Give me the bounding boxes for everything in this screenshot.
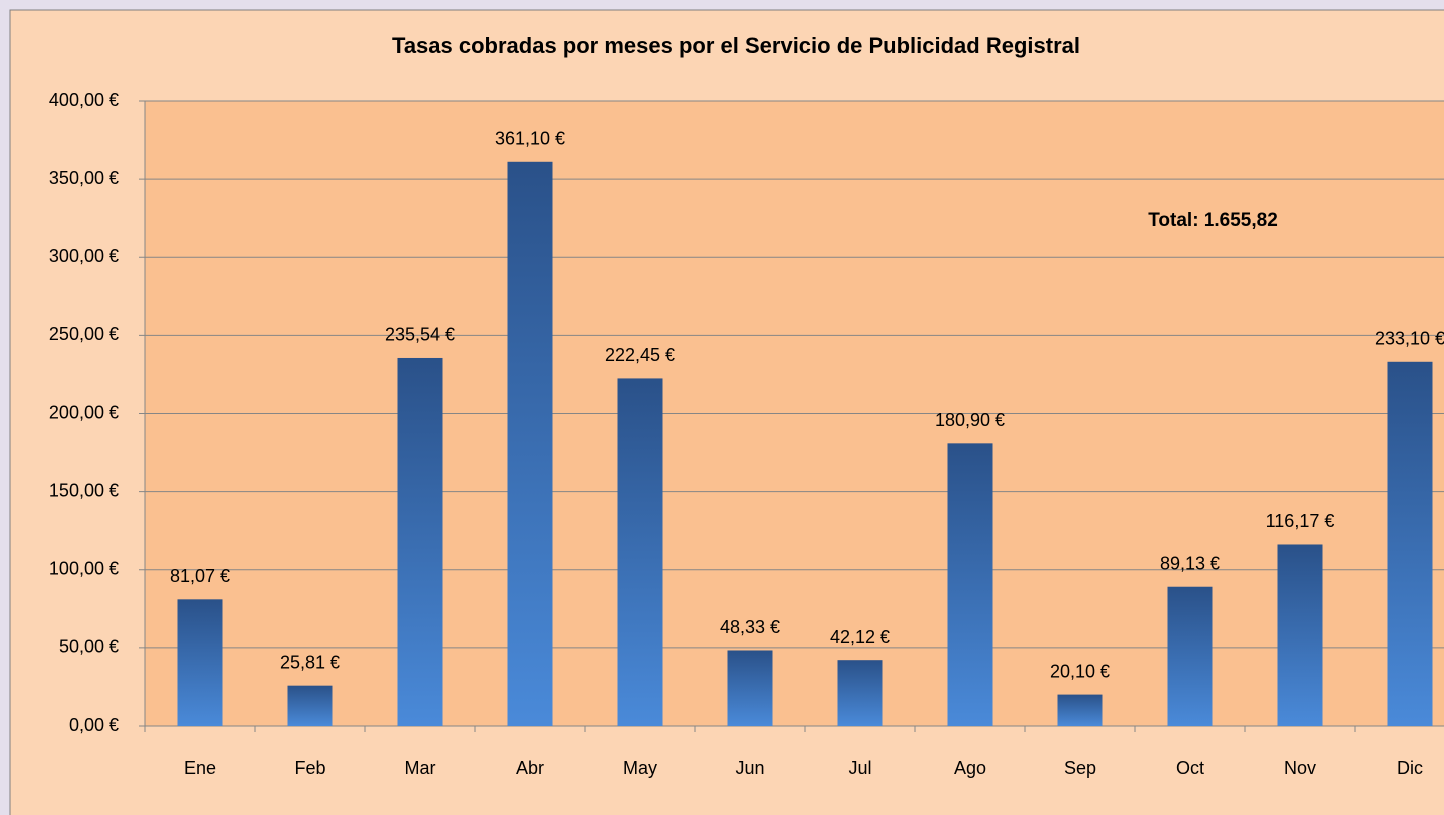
x-tick-label: Ago <box>954 758 986 778</box>
x-tick-label: Ene <box>184 758 216 778</box>
chart-title: Tasas cobradas por meses por el Servicio… <box>392 33 1080 58</box>
bar <box>1387 361 1433 726</box>
x-tick-label: Nov <box>1284 758 1316 778</box>
y-tick-label: 250,00 € <box>49 324 119 344</box>
bar <box>177 599 223 726</box>
bar <box>837 660 883 726</box>
x-tick-label: Sep <box>1064 758 1096 778</box>
bar <box>947 443 993 726</box>
y-tick-label: 300,00 € <box>49 246 119 266</box>
annotation: Total: 1.655,82 <box>1148 210 1278 231</box>
x-tick-label: Mar <box>405 758 436 778</box>
y-tick-label: 0,00 € <box>69 715 119 735</box>
value-label: 222,45 € <box>605 345 675 365</box>
bar <box>287 685 333 726</box>
x-tick-label: Jun <box>735 758 764 778</box>
value-label: 48,33 € <box>720 617 780 637</box>
x-tick-label: Abr <box>516 758 544 778</box>
value-label: 81,07 € <box>170 566 230 586</box>
x-tick-label: Oct <box>1176 758 1204 778</box>
x-tick-label: May <box>623 758 657 778</box>
bar <box>507 161 553 726</box>
y-tick-label: 50,00 € <box>59 637 119 657</box>
value-label: 116,17 € <box>1266 511 1335 531</box>
y-tick-label: 200,00 € <box>49 402 119 422</box>
value-label: 235,54 € <box>385 325 455 345</box>
bar <box>1277 544 1323 726</box>
value-label: 180,90 € <box>935 410 1005 430</box>
bar <box>617 378 663 726</box>
x-tick-label: Feb <box>294 758 325 778</box>
x-tick-label: Dic <box>1397 758 1423 778</box>
value-label: 25,81 € <box>280 652 340 672</box>
value-label: 42,12 € <box>830 627 890 647</box>
bar <box>1057 694 1103 726</box>
x-tick-label: Jul <box>848 758 871 778</box>
y-tick-label: 350,00 € <box>49 168 119 188</box>
bar <box>397 357 443 726</box>
value-label: 89,13 € <box>1160 553 1220 573</box>
bar <box>727 650 773 726</box>
value-label: 361,10 € <box>495 129 565 149</box>
bar <box>1167 586 1213 726</box>
y-tick-label: 150,00 € <box>49 480 119 500</box>
value-label: 20,10 € <box>1050 661 1110 681</box>
value-label: 233,10 € <box>1375 329 1444 349</box>
y-tick-label: 100,00 € <box>49 559 119 579</box>
y-tick-label: 400,00 € <box>49 90 119 110</box>
